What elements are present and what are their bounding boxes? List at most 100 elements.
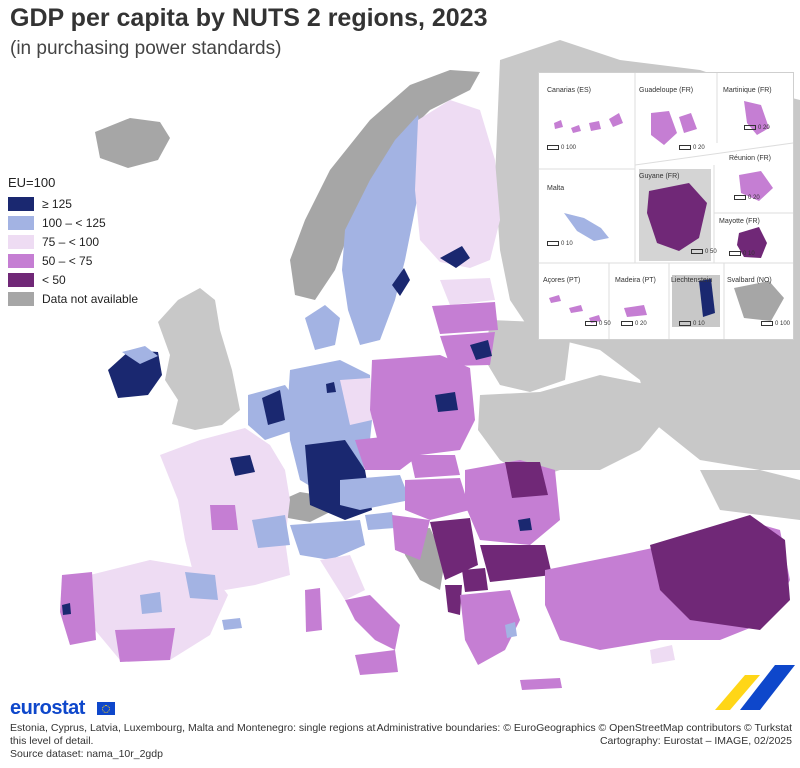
- scale-text: 0 10: [693, 321, 705, 328]
- ireland-region: [108, 350, 162, 398]
- legend-label: < 50: [42, 272, 66, 287]
- inset-title: Réunion (FR): [729, 155, 772, 162]
- legend-swatch: [8, 253, 34, 268]
- scale-text: 0 20: [748, 195, 760, 202]
- reunion-map: [739, 171, 773, 201]
- scale-text: 0 100: [775, 321, 791, 328]
- scale-text: 0 100: [561, 145, 577, 152]
- france-centre-region: [210, 505, 238, 530]
- italy-north-region: [290, 520, 365, 560]
- france-lyon-region: [252, 515, 290, 548]
- catalonia-region: [185, 572, 218, 600]
- turkey-east-region: [650, 515, 790, 630]
- iceland-region: [95, 118, 170, 168]
- madrid-region: [140, 592, 162, 614]
- crete-region: [520, 678, 562, 690]
- inset-scale: 0 20: [744, 125, 770, 131]
- corner-logo-graphic: [715, 665, 795, 710]
- paris-region: [230, 455, 255, 476]
- boundaries-credit: Administrative boundaries: © EuroGeograp…: [376, 722, 792, 734]
- legend-swatch: [8, 272, 34, 287]
- inset-scale: 0 50: [585, 321, 611, 327]
- north-macedonia-region: [462, 568, 488, 592]
- poland-region: [370, 355, 475, 455]
- legend-item: ≥ 125: [8, 194, 158, 213]
- legend-title: EU=100: [8, 175, 56, 190]
- finland-region: [415, 100, 500, 268]
- bucharest-region: [518, 518, 532, 531]
- scale-bar-icon: [585, 321, 597, 326]
- scale-bar-icon: [547, 241, 559, 246]
- scale-bar-icon: [691, 249, 703, 254]
- legend: EU=100 ≥ 125 100 – < 125 75 – < 100 50 – < …: [8, 175, 158, 308]
- inset-scale: 0 10: [679, 321, 705, 327]
- legend-swatch: [8, 215, 34, 230]
- mayotte-map: [737, 227, 767, 258]
- italy-south-region: [345, 595, 400, 650]
- legend-item: 75 – < 100: [8, 232, 158, 251]
- legend-items: ≥ 125 100 – < 125 75 – < 100 50 – < 75 < 50 D…: [8, 194, 158, 308]
- hamburg-region: [326, 382, 336, 393]
- inset-title: Liechtenstein: [671, 277, 713, 284]
- legend-label: 75 – < 100: [42, 234, 100, 249]
- ukraine-region: [478, 375, 665, 480]
- estonia-region: [440, 278, 495, 305]
- turkey-east-grey: [700, 470, 800, 520]
- eu-flag-icon: [97, 702, 115, 715]
- inset-scale: 0 20: [734, 195, 760, 201]
- scale-bar-icon: [734, 195, 746, 200]
- northern-ireland-region: [122, 346, 158, 364]
- footnote: Estonia, Cyprus, Latvia, Luxembourg, Mal…: [10, 722, 390, 761]
- latvia-region: [432, 302, 498, 334]
- liechtenstein-map: [699, 279, 715, 317]
- inset-title: Guyane (FR): [639, 173, 680, 180]
- inset-title: Martinique (FR): [723, 87, 772, 94]
- scale-text: 0 10: [743, 251, 755, 258]
- footnote-line-2: this level of detail.: [10, 735, 94, 747]
- madeira-map: [624, 305, 647, 317]
- legend-item: Data not available: [8, 289, 158, 308]
- scale-bar-icon: [761, 321, 773, 326]
- germany-east: [340, 378, 372, 425]
- czechia-region: [355, 435, 420, 470]
- scale-text: 0 50: [599, 321, 611, 328]
- scale-bar-icon: [744, 125, 756, 130]
- italy-centre-region: [320, 555, 365, 600]
- inset-scale: 0 20: [621, 321, 647, 327]
- map-title: GDP per capita by NUTS 2 regions, 2023: [10, 4, 488, 32]
- legend-item: < 50: [8, 270, 158, 289]
- sweden-region: [342, 115, 425, 345]
- scale-bar-icon: [621, 321, 633, 326]
- athens-region: [505, 622, 517, 638]
- guadeloupe-map: [651, 111, 697, 145]
- inset-scale: 0 20: [679, 145, 705, 151]
- vilnius-region: [470, 340, 492, 360]
- scale-bar-icon: [679, 145, 691, 150]
- austria-region: [340, 475, 410, 510]
- svalbard-map: [734, 281, 784, 321]
- scale-text: 0 50: [705, 249, 717, 256]
- legend-item: 100 – < 125: [8, 213, 158, 232]
- scale-text: 0 20: [693, 145, 705, 152]
- sardinia-region: [305, 588, 322, 632]
- sicily-region: [355, 650, 398, 675]
- inset-scale: 0 100: [761, 321, 790, 327]
- legend-swatch: [8, 291, 34, 306]
- netherlands-dark: [262, 390, 285, 425]
- cyprus-region: [650, 645, 675, 664]
- greece-region: [460, 590, 520, 665]
- inset-title: Canarias (ES): [547, 87, 591, 94]
- andalucia-region: [115, 628, 175, 662]
- albania-region: [445, 585, 462, 615]
- scale-text: 0 20: [635, 321, 647, 328]
- scale-text: 0 20: [758, 125, 770, 132]
- serbia-region: [430, 518, 478, 580]
- guyane-map: [647, 183, 707, 251]
- inset-scale: 0 10: [729, 251, 755, 257]
- legend-swatch: [8, 196, 34, 211]
- scale-bar-icon: [729, 251, 741, 256]
- inset-scale: 0 10: [547, 241, 573, 247]
- source-dataset: Source dataset: nama_10r_2gdp: [10, 748, 163, 760]
- inset-title: Guadeloupe (FR): [639, 87, 694, 94]
- inset-panel: Canarias (ES) 0 100 Guadeloupe (FR) 0 20 Mar…: [538, 72, 794, 340]
